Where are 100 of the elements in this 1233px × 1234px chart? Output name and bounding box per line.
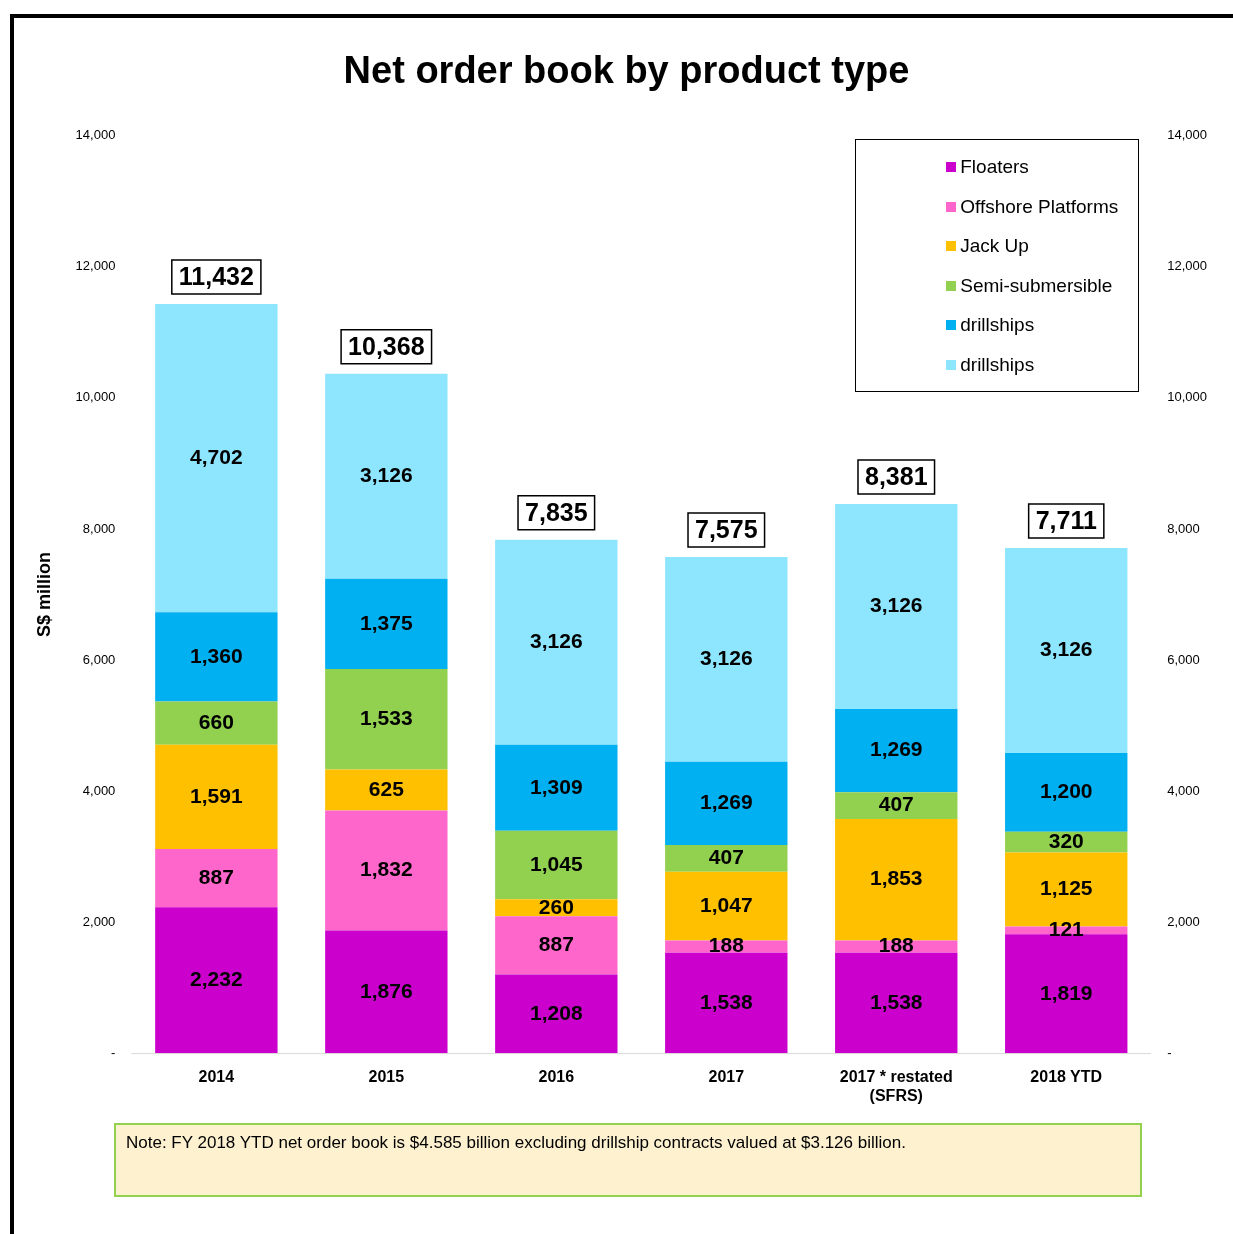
data-label: 407 <box>708 845 744 869</box>
data-label: 887 <box>538 932 574 956</box>
y-tick-label: 12,000 <box>75 258 116 274</box>
bar <box>155 744 278 850</box>
total-label: 10,368 <box>348 331 425 360</box>
legend-label: Offshore Platforms <box>960 195 1119 218</box>
total-label: 7,575 <box>695 514 758 543</box>
y-tick-label: - <box>111 1045 116 1061</box>
bar <box>665 556 788 762</box>
bar <box>325 373 448 579</box>
y2-tick-label: 12,000 <box>1167 258 1207 274</box>
data-label: 188 <box>708 933 745 957</box>
data-label: 1,832 <box>360 857 413 881</box>
bar <box>155 907 278 1054</box>
bar <box>835 952 958 1054</box>
data-label: 625 <box>368 776 405 800</box>
data-label: 3,126 <box>1039 637 1093 661</box>
x-tick-label: 2014 <box>198 1067 235 1085</box>
data-label: 4,702 <box>190 444 243 468</box>
data-label: 1,045 <box>530 851 583 875</box>
y-tick-label: 8,000 <box>82 520 116 536</box>
data-label: 660 <box>198 709 234 733</box>
total-label: 11,432 <box>178 261 254 290</box>
bar <box>155 612 278 702</box>
data-label: 1,375 <box>360 610 413 634</box>
data-label: 3,126 <box>700 646 753 670</box>
bar <box>835 709 958 793</box>
total-label: 7,711 <box>1035 505 1097 534</box>
data-label: 3,126 <box>360 463 413 487</box>
data-label: 188 <box>878 933 915 957</box>
x-tick-label: 2016 <box>538 1067 575 1085</box>
bar <box>325 668 448 770</box>
bar <box>1005 547 1128 753</box>
y-tick-label: 4,000 <box>82 782 116 798</box>
x-tick-label: 2018 YTD <box>1030 1067 1103 1085</box>
bar <box>325 810 448 931</box>
bar <box>155 701 278 745</box>
y-tick-label: 10,000 <box>75 389 116 405</box>
data-label: 407 <box>878 792 914 816</box>
data-label: 1,819 <box>1039 980 1093 1004</box>
legend-label: Jack Up <box>960 235 1029 258</box>
total-label: 7,835 <box>525 497 588 526</box>
bar <box>155 849 278 908</box>
bar <box>835 504 958 710</box>
bar <box>835 792 958 819</box>
legend-label: drillships <box>960 353 1035 376</box>
x-tick-label: 2017 <box>708 1067 745 1085</box>
bar <box>1005 752 1128 832</box>
y2-tick-label: 4,000 <box>1167 782 1200 798</box>
bar <box>495 916 618 975</box>
data-label: 1,047 <box>700 892 753 916</box>
y2-tick-label: 14,000 <box>1167 127 1207 143</box>
data-label: 1,200 <box>1039 779 1093 803</box>
data-label: 1,538 <box>700 989 753 1013</box>
y-tick-label: 14,000 <box>75 127 116 143</box>
data-label: 1,853 <box>869 866 923 890</box>
bar <box>495 830 618 900</box>
y-axis-title: S$ million <box>33 552 54 638</box>
legend-label: drillships <box>960 314 1035 337</box>
x-tick-label: 2015 <box>368 1067 405 1085</box>
y-tick-label: 6,000 <box>82 651 116 667</box>
data-label: 1,208 <box>530 1000 583 1024</box>
data-label: 2,232 <box>190 967 243 991</box>
data-label: 1,538 <box>869 989 923 1013</box>
bar <box>665 761 788 846</box>
data-label: 3,126 <box>530 629 583 653</box>
total-label: 8,381 <box>864 461 928 490</box>
bar <box>155 303 278 613</box>
y2-tick-label: 8,000 <box>1167 520 1200 536</box>
data-label: 1,269 <box>869 737 923 761</box>
bar <box>325 769 448 811</box>
data-label: 1,269 <box>700 790 753 814</box>
data-label: 3,126 <box>869 593 923 617</box>
data-label: 1,533 <box>360 706 413 730</box>
data-label: 1,309 <box>530 774 583 798</box>
bar <box>665 845 788 872</box>
bar <box>325 578 448 669</box>
legend-label: Semi-submersible <box>960 274 1113 297</box>
data-label: 1,125 <box>1039 876 1093 900</box>
data-label: 887 <box>198 864 234 888</box>
x-tick-label: 2017 * restated (SFRS) <box>839 1067 953 1104</box>
bar <box>495 539 618 745</box>
y2-tick-label: - <box>1167 1045 1172 1061</box>
data-label: 1,591 <box>190 783 243 807</box>
data-label: 1,876 <box>360 978 413 1002</box>
bar <box>325 930 448 1054</box>
y2-tick-label: 2,000 <box>1167 914 1200 930</box>
data-label: 320 <box>1048 828 1084 852</box>
bar <box>1005 934 1128 1054</box>
chart-title: Net order book by product type <box>343 49 910 92</box>
legend-label: Floaters <box>960 156 1029 179</box>
bar <box>665 952 788 1054</box>
y2-tick-label: 6,000 <box>1167 651 1200 667</box>
y2-tick-label: 10,000 <box>1167 389 1207 405</box>
data-label: 260 <box>538 894 574 918</box>
text: Note: FY 2018 YTD net order book is $4.585 billion excluding drillship contracts valued at $3.126 billion. <box>114 1123 1142 1197</box>
y-tick-label: 2,000 <box>82 914 116 930</box>
data-label: 1,360 <box>190 643 243 667</box>
bar <box>495 744 618 831</box>
bar <box>495 974 618 1054</box>
